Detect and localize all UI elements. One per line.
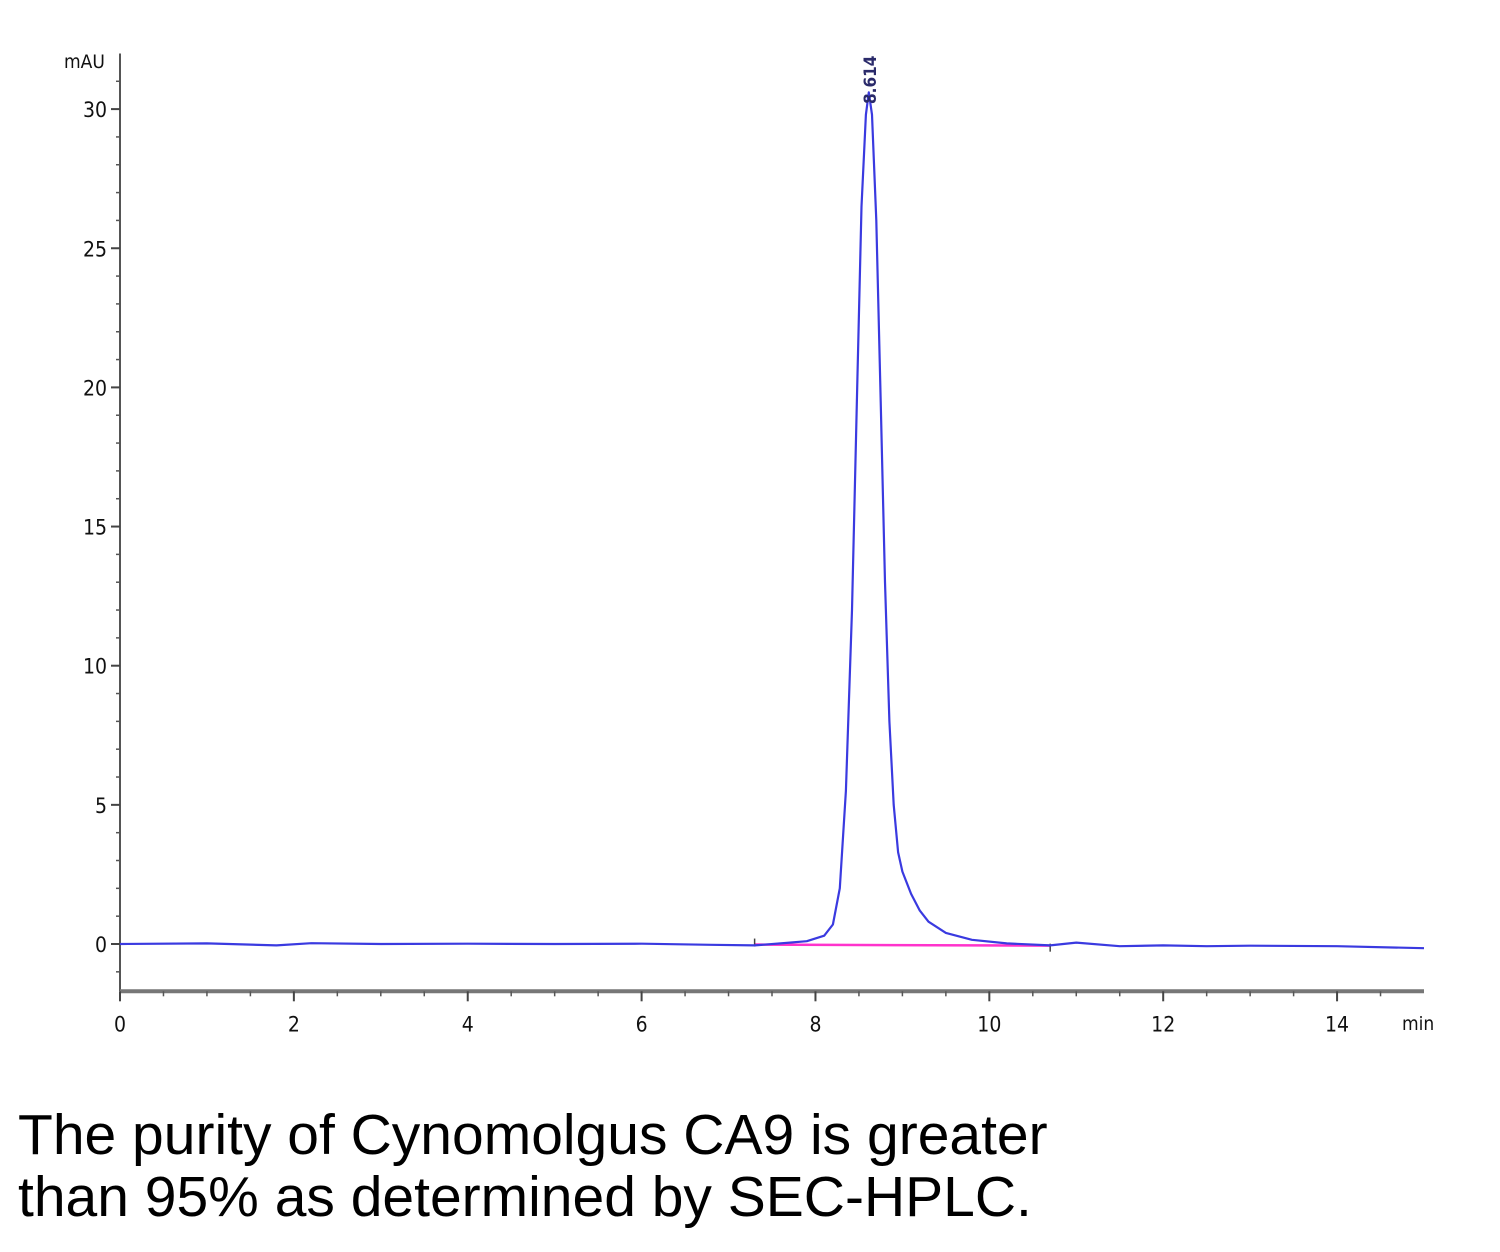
y-tick-label: 0 [95, 933, 107, 957]
plot-area: 8.614 [119, 56, 1425, 952]
x-tick-label: 10 [977, 1012, 1001, 1036]
y-tick-label: 20 [83, 376, 107, 400]
x-tick-label: 14 [1325, 1012, 1349, 1036]
y-tick-label: 25 [83, 237, 107, 261]
x-tick-label: 2 [288, 1012, 300, 1036]
y-axis-unit: mAU [64, 51, 105, 73]
y-tick-label: 30 [83, 98, 107, 122]
chromatogram-chart: mAU min 0 5 10 15 20 25 30 0 2 4 6 8 10 12 14 8.614 [64, 51, 1434, 1036]
figure-caption: The purity of Cynomolgus CA9 is greater … [18, 1104, 1418, 1228]
y-tick-label: 15 [83, 516, 107, 540]
x-tick-label: 6 [636, 1012, 648, 1036]
caption-line-1: The purity of Cynomolgus CA9 is greater [18, 1103, 1048, 1167]
y-tick-label: 10 [83, 655, 107, 679]
x-tick-label: 0 [114, 1012, 126, 1036]
x-tick-label: 12 [1151, 1012, 1175, 1036]
axes: 0 5 10 15 20 25 30 0 2 4 6 8 10 12 14 [83, 53, 1424, 1036]
caption-line-2: than 95% as determined by SEC-HPLC. [18, 1165, 1032, 1229]
peak-retention-label: 8.614 [861, 56, 881, 104]
integration-baseline [754, 943, 1051, 947]
x-tick-label: 4 [462, 1012, 474, 1036]
x-axis-unit: min [1402, 1013, 1434, 1035]
y-tick-label: 5 [95, 794, 107, 818]
x-tick-label: 8 [809, 1012, 821, 1036]
chromatogram-trace [119, 91, 1425, 950]
